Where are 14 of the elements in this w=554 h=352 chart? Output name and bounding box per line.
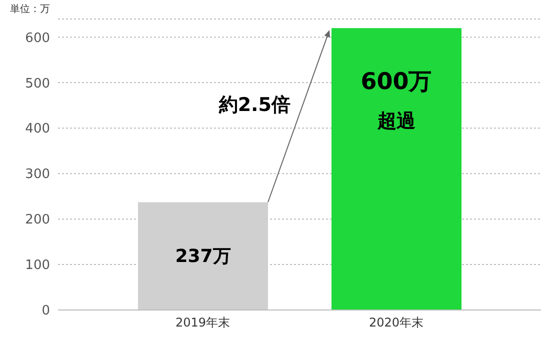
annotation: 600万 [360,68,433,98]
y-tick-label: 400 [25,122,50,137]
y-tick-label: 100 [25,258,50,274]
y-axis-title: 単位：万 [10,3,50,16]
data-label: 237万 [175,246,231,268]
y-tick-label: 600 [25,30,50,46]
y-tick-label: 500 [25,76,50,92]
y-tick-label: 200 [25,212,50,228]
annotation: 超過 [376,109,416,134]
y-tick-label: 0 [42,304,50,319]
y-tick-label: 300 [25,167,50,182]
x-tick-label: 2020年末 [368,316,424,330]
x-tick-label: 2019年末 [175,316,230,330]
annotation: 約2.5倍 [218,93,290,118]
